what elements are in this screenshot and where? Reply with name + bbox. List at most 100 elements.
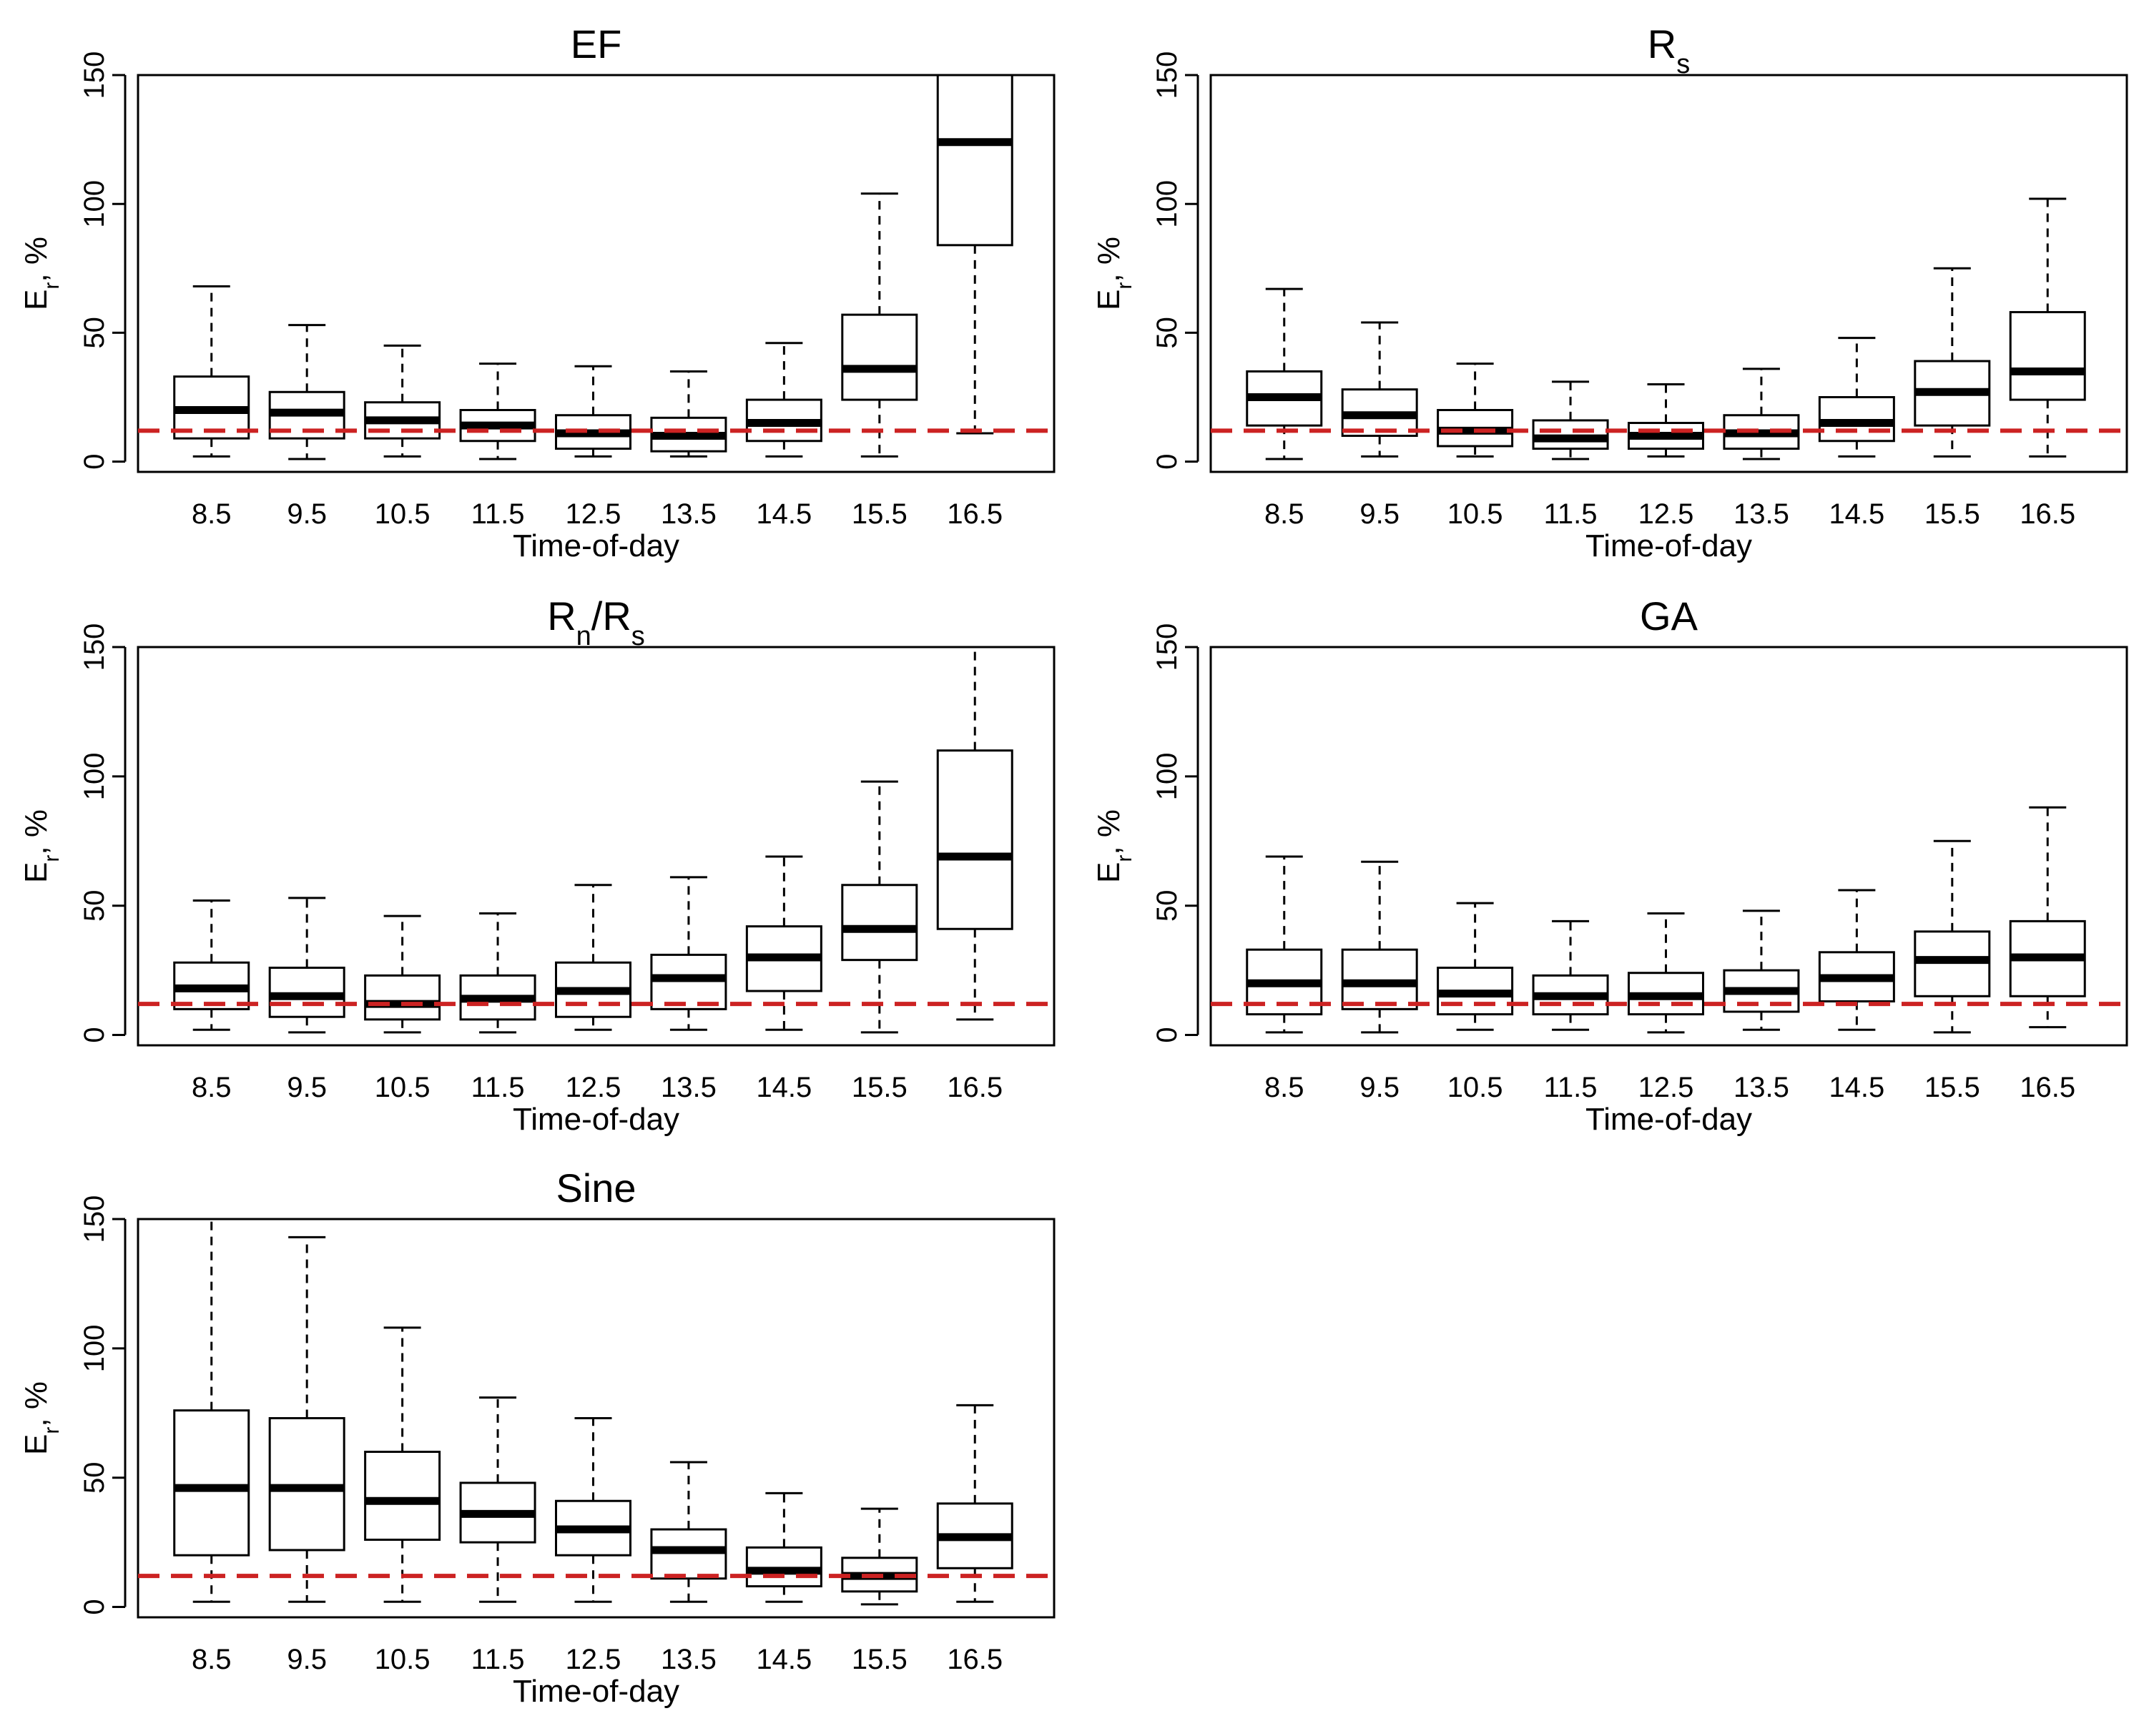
box-8.5 bbox=[173, 285, 250, 458]
x-tick-label: 13.5 bbox=[661, 1072, 717, 1103]
iqr-box bbox=[936, 74, 1013, 247]
x-tick-label: 8.5 bbox=[192, 498, 232, 530]
x-tick-label: 14.5 bbox=[756, 1072, 812, 1103]
y-tick-label: 100 bbox=[79, 752, 110, 800]
x-tick-label: 14.5 bbox=[756, 1644, 812, 1675]
box-14.5 bbox=[745, 342, 822, 458]
plot-frame bbox=[137, 74, 1056, 473]
box-8.5 bbox=[173, 1219, 250, 1603]
x-tick-label: 10.5 bbox=[1447, 498, 1503, 530]
x-tick-label: 13.5 bbox=[661, 498, 717, 530]
x-tick-label: 11.5 bbox=[1544, 498, 1598, 530]
boxplot-panel-1: Rs 0 50 100 150 Er, % 8.5 9.5 10.5 11.5 12.5 13.5 14… bbox=[1091, 21, 2128, 563]
box-9.5 bbox=[268, 324, 345, 460]
box-11.5 bbox=[1532, 919, 1609, 1031]
y-tick-label: 50 bbox=[79, 317, 110, 349]
box-16.5 bbox=[936, 1404, 1013, 1603]
panel-title: Rn/Rs bbox=[547, 593, 645, 651]
x-axis-label: Time-of-day bbox=[1585, 1102, 1752, 1137]
box-9.5 bbox=[268, 1236, 345, 1603]
panel-title: Rs bbox=[1648, 21, 1690, 79]
y-tick-label: 150 bbox=[1151, 51, 1183, 99]
box-13.5 bbox=[650, 370, 727, 458]
box-10.5 bbox=[364, 344, 441, 458]
box-13.5 bbox=[1723, 909, 1800, 1031]
y-tick-label: 50 bbox=[79, 889, 110, 922]
x-tick-label: 15.5 bbox=[852, 1072, 908, 1103]
box-10.5 bbox=[1437, 363, 1514, 458]
box-12.5 bbox=[554, 1417, 631, 1603]
box-16.5 bbox=[936, 647, 1013, 1021]
box-9.5 bbox=[1341, 860, 1418, 1034]
x-tick-label: 12.5 bbox=[1638, 1072, 1694, 1103]
box-8.5 bbox=[1246, 287, 1323, 460]
x-tick-label: 12.5 bbox=[566, 1644, 621, 1675]
x-axis-label: Time-of-day bbox=[513, 1674, 679, 1709]
x-tick-label: 15.5 bbox=[852, 1644, 908, 1675]
x-axis-label: Time-of-day bbox=[513, 528, 679, 563]
plot-frame bbox=[1209, 646, 2128, 1047]
y-axis-label: Er, % bbox=[19, 237, 64, 310]
iqr-box bbox=[364, 974, 441, 1021]
y-tick-label: 150 bbox=[79, 623, 110, 671]
box-9.5 bbox=[1341, 321, 1418, 458]
y-tick-label: 0 bbox=[1151, 453, 1183, 469]
box-10.5 bbox=[364, 1326, 441, 1603]
y-tick-label: 50 bbox=[79, 1461, 110, 1494]
box-16.5 bbox=[2009, 197, 2086, 458]
iqr-box bbox=[173, 1409, 250, 1557]
panel-title: GA bbox=[1640, 593, 1698, 638]
plot-frame bbox=[1209, 74, 2128, 473]
x-tick-label: 15.5 bbox=[852, 498, 908, 530]
x-tick-label: 16.5 bbox=[947, 1072, 1003, 1103]
plot-frame bbox=[137, 1218, 1056, 1619]
x-tick-label: 10.5 bbox=[375, 1644, 431, 1675]
x-tick-label: 11.5 bbox=[1544, 1072, 1598, 1103]
x-tick-label: 14.5 bbox=[1829, 1072, 1884, 1103]
box-11.5 bbox=[459, 363, 536, 460]
y-tick-label: 100 bbox=[1151, 180, 1183, 228]
x-tick-label: 16.5 bbox=[2020, 498, 2075, 530]
x-tick-label: 15.5 bbox=[1924, 498, 1980, 530]
x-tick-label: 10.5 bbox=[1447, 1072, 1503, 1103]
box-15.5 bbox=[841, 192, 918, 458]
x-axis-label: Time-of-day bbox=[1585, 528, 1752, 563]
iqr-box bbox=[364, 1451, 441, 1541]
boxplot-panel-2: Rn/Rs 0 50 100 150 Er, % 8.5 9.5 10.5 11.5 12.5 13.… bbox=[19, 593, 1056, 1137]
boxplot-panel-0: EF 0 50 100 150 Er, % 8.5 9.5 10.5 11.5 12.5 13.5 14… bbox=[19, 21, 1056, 563]
plot-frame bbox=[137, 646, 1056, 1047]
y-axis-label: Er, % bbox=[19, 809, 64, 883]
x-tick-label: 13.5 bbox=[1733, 498, 1789, 530]
x-tick-label: 13.5 bbox=[661, 1644, 717, 1675]
box-13.5 bbox=[1723, 368, 1800, 460]
x-tick-label: 10.5 bbox=[375, 1072, 431, 1103]
panel-title: Sine bbox=[556, 1165, 636, 1210]
y-axis-label: Er, % bbox=[1091, 237, 1136, 310]
boxplot-panel-4: Sine 0 50 100 150 Er, % 8.5 9.5 10.5 11.5 12.5 13.5… bbox=[19, 1165, 1056, 1709]
y-tick-label: 0 bbox=[79, 1027, 110, 1042]
box-9.5 bbox=[268, 897, 345, 1034]
box-11.5 bbox=[459, 1396, 536, 1603]
x-tick-label: 13.5 bbox=[1733, 1072, 1789, 1103]
box-16.5 bbox=[2009, 806, 2086, 1029]
box-13.5 bbox=[650, 1461, 727, 1603]
x-tick-label: 14.5 bbox=[1829, 498, 1884, 530]
box-15.5 bbox=[1914, 267, 1991, 458]
iqr-box bbox=[936, 749, 1013, 930]
x-tick-label: 12.5 bbox=[566, 1072, 621, 1103]
iqr-box bbox=[2009, 311, 2086, 401]
y-axis-label: Er, % bbox=[1091, 809, 1136, 883]
box-11.5 bbox=[1532, 380, 1609, 460]
box-12.5 bbox=[1627, 912, 1704, 1034]
x-tick-label: 9.5 bbox=[1359, 1072, 1400, 1103]
x-tick-label: 14.5 bbox=[756, 498, 812, 530]
y-tick-label: 0 bbox=[79, 453, 110, 469]
x-tick-label: 12.5 bbox=[1638, 498, 1694, 530]
box-15.5 bbox=[841, 1507, 918, 1606]
x-tick-label: 11.5 bbox=[471, 1644, 525, 1675]
iqr-box bbox=[841, 884, 918, 962]
x-tick-label: 9.5 bbox=[287, 498, 327, 530]
x-tick-label: 8.5 bbox=[1264, 1072, 1304, 1103]
panel-title: EF bbox=[571, 21, 622, 66]
